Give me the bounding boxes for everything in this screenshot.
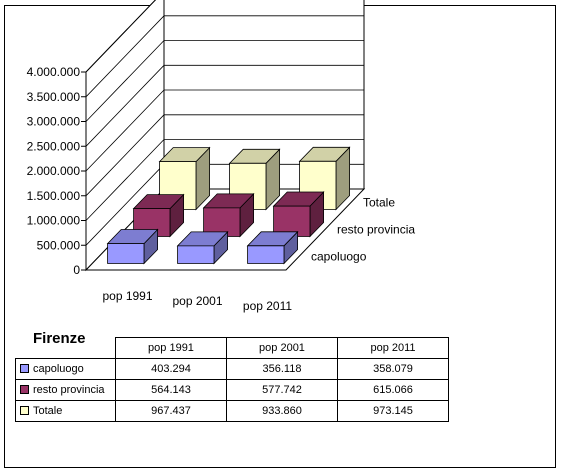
y-tick-label: 500.000 xyxy=(37,238,81,252)
legend-swatch-capoluogo xyxy=(20,363,29,373)
table-cell: 933.860 xyxy=(226,400,338,422)
table-cell: 973.145 xyxy=(337,400,449,422)
table-cell: 358.079 xyxy=(337,358,449,380)
gridline xyxy=(85,139,364,221)
gridline xyxy=(85,64,364,147)
table-row: resto provincia 564.143 577.742 615.066 xyxy=(15,379,449,401)
bar xyxy=(247,245,285,264)
y-tick-label: 0 xyxy=(73,263,80,277)
data-table: pop 1991 pop 2001 pop 2011 capoluogo 403… xyxy=(15,337,449,422)
gridline xyxy=(85,89,364,172)
table-row-label: capoluogo xyxy=(15,358,116,380)
table-cell: 577.742 xyxy=(226,379,338,401)
gridline xyxy=(85,114,364,197)
table-row-label: Totale xyxy=(15,400,116,422)
y-tick-label: 4.000.000 xyxy=(27,65,81,79)
table-header-row: pop 1991 pop 2001 pop 2011 xyxy=(16,337,449,359)
y-tick-label: 2.000.000 xyxy=(27,164,81,178)
table-row: Totale 967.437 933.860 973.145 xyxy=(15,400,449,422)
table-cell: 356.118 xyxy=(226,358,338,380)
table-title: Firenze xyxy=(33,330,86,347)
row-label-text: resto provincia xyxy=(33,384,105,396)
y-tick-label: 3.500.000 xyxy=(27,90,81,104)
table-cell: 615.066 xyxy=(337,379,449,401)
table-corner xyxy=(16,338,116,359)
table-header-cell: pop 2011 xyxy=(337,337,449,359)
series-label: resto provincia xyxy=(337,223,415,237)
y-tick-label: 1.500.000 xyxy=(27,189,81,203)
y-tick-label: 1.000.000 xyxy=(27,214,81,228)
legend-swatch-resto-provincia xyxy=(20,384,29,394)
table-cell: 967.437 xyxy=(115,400,227,422)
x-tick-label: pop 2001 xyxy=(172,294,222,308)
chart-plot: 0 500.000 1.000.000 1.500.000 2.000.000 2.500… xyxy=(27,0,415,313)
table-header-cell: pop 1991 xyxy=(115,337,227,359)
table-row-label: resto provincia xyxy=(15,379,116,401)
legend-swatch-totale xyxy=(20,405,29,415)
x-tick-label: pop 1991 xyxy=(102,289,152,303)
table-cell: 564.143 xyxy=(115,379,227,401)
table-header-cell: pop 2001 xyxy=(226,337,338,359)
bar xyxy=(107,243,145,264)
y-tick-label: 2.500.000 xyxy=(27,139,81,153)
table-cell: 403.294 xyxy=(115,358,227,380)
row-label-text: capoluogo xyxy=(33,363,84,375)
x-tick-label: pop 2011 xyxy=(243,299,292,313)
bar xyxy=(177,245,215,264)
series-label: Totale xyxy=(363,196,395,210)
table-row: capoluogo 403.294 356.118 358.079 xyxy=(15,358,449,380)
gridline xyxy=(85,40,364,122)
gridline xyxy=(85,15,364,98)
row-label-text: Totale xyxy=(33,405,63,417)
series-label: capoluogo xyxy=(311,250,367,264)
y-tick-label: 3.000.000 xyxy=(27,115,81,129)
gridline xyxy=(85,0,156,73)
